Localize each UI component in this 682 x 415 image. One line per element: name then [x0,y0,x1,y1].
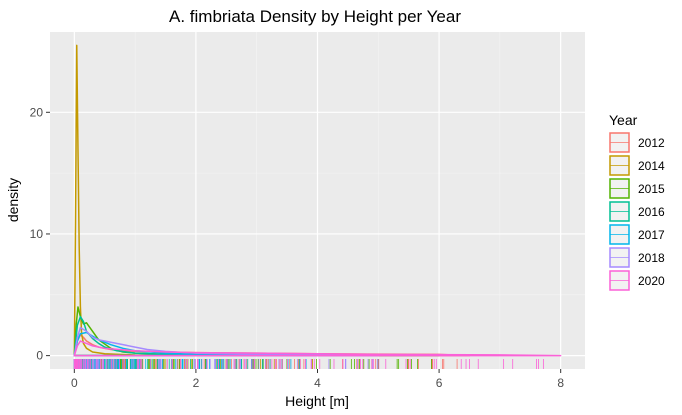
legend-item-2015: 2015 [609,178,665,199]
y-axis-title: density [5,178,21,222]
legend-label: 2017 [638,228,665,242]
x-tick-label: 0 [71,376,78,390]
legend-item-2016: 2016 [609,201,665,222]
x-tick-label: 4 [314,376,321,390]
x-axis-title: Height [m] [285,393,349,409]
legend-item-2012: 2012 [609,132,665,153]
y-tick-label: 10 [30,227,44,241]
legend-label: 2014 [638,159,665,173]
rug-marks [73,359,544,369]
legend-label: 2016 [638,205,665,219]
x-tick-label: 2 [193,376,200,390]
x-axis-ticks: 0 2 4 6 8 [71,369,564,390]
legend: Year 2012 2014 2015 2016 2017 2018 2020 [609,112,665,291]
legend-label: 2018 [638,251,665,265]
legend-item-2017: 2017 [609,224,665,245]
y-tick-label: 20 [30,105,44,119]
legend-label: 2012 [638,136,665,150]
y-tick-label: 0 [36,349,43,363]
y-axis-ticks: 0 10 20 [30,105,50,363]
chart-title: A. fimbriata Density by Height per Year [169,7,461,26]
legend-item-2014: 2014 [609,155,665,176]
legend-item-2018: 2018 [609,247,665,268]
density-curve-2020 [73,340,562,357]
density-curves [73,44,562,357]
legend-title: Year [609,112,638,128]
x-tick-label: 8 [557,376,564,390]
legend-item-2020: 2020 [609,270,665,291]
legend-label: 2020 [638,274,665,288]
x-tick-label: 6 [436,376,443,390]
density-curve-2018 [73,326,380,357]
legend-label: 2015 [638,182,665,196]
